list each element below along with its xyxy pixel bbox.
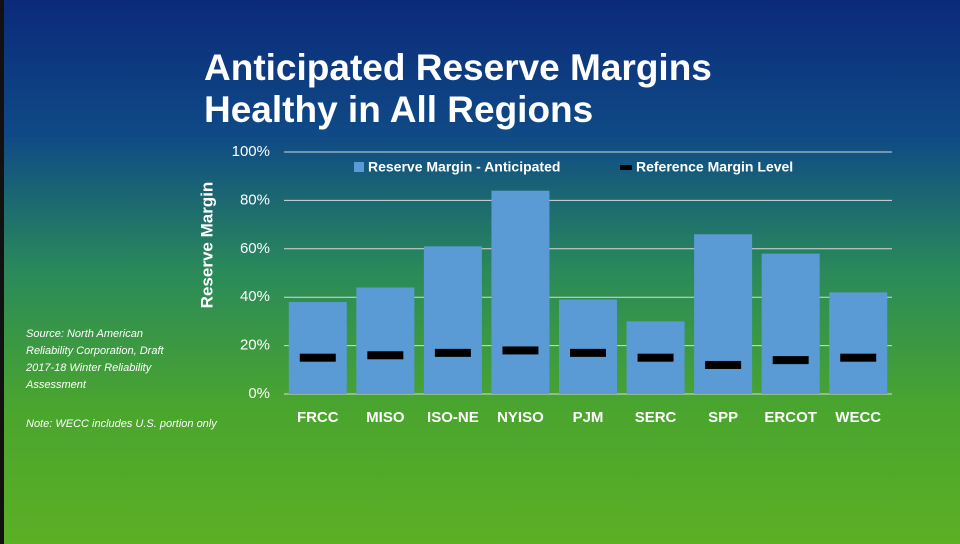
footnote: Note: WECC includes U.S. portion only [26, 418, 217, 430]
legend-label: Reserve Margin - Anticipated [368, 159, 560, 175]
reference-dash [367, 351, 404, 360]
y-tick-label: 80% [240, 191, 270, 208]
title-line: Healthy in All Regions [204, 89, 593, 130]
bar [423, 246, 482, 394]
bar [356, 287, 415, 394]
bar [761, 253, 820, 394]
source-note: Source: North American Reliability Corpo… [26, 328, 164, 391]
x-tick-label: SPP [708, 409, 738, 426]
reference-dash [637, 353, 674, 362]
reference-dash [570, 348, 606, 357]
x-tick-label: SERC [635, 409, 677, 426]
reference-dash [705, 360, 742, 369]
y-axis-label: Reserve Margin [197, 182, 216, 309]
title-line: Anticipated Reserve Margins [204, 47, 712, 88]
x-tick-label: MISO [366, 409, 405, 426]
chart: Anticipated Reserve Margins Healthy in A… [197, 47, 892, 426]
bar [559, 299, 617, 394]
bar [694, 234, 753, 394]
x-tick-label: ISO-NE [427, 409, 479, 426]
reference-dash [299, 353, 336, 362]
y-tick-label: 0% [248, 385, 270, 402]
x-tick-label: WECC [835, 409, 881, 426]
legend-swatch [620, 165, 632, 170]
legend-label: Reference Margin Level [636, 159, 793, 175]
x-tick-label: ERCOT [764, 409, 817, 426]
x-tick-label: NYISO [497, 409, 544, 426]
y-tick-label: 20% [240, 337, 270, 354]
bar [829, 292, 888, 394]
bar [491, 190, 550, 394]
y-tick-label: 100% [232, 143, 270, 160]
y-tick-label: 40% [240, 288, 270, 305]
x-tick-label: FRCC [297, 409, 339, 426]
reference-dash [772, 356, 809, 365]
bar [288, 302, 347, 394]
legend-swatch [354, 162, 364, 172]
reference-dash [502, 346, 539, 355]
x-tick-label: PJM [573, 409, 604, 426]
y-tick-label: 60% [240, 240, 270, 257]
reference-dash [434, 348, 471, 357]
reference-dash [840, 353, 877, 362]
